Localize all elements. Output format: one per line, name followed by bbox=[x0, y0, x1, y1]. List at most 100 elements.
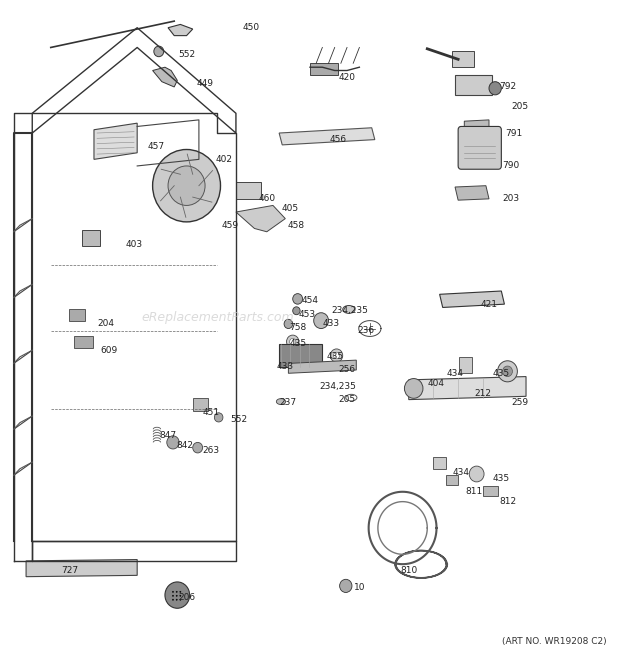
Text: 237: 237 bbox=[280, 399, 297, 407]
Polygon shape bbox=[26, 560, 137, 576]
Circle shape bbox=[180, 595, 181, 596]
Bar bbox=[455, 75, 492, 95]
Text: 205: 205 bbox=[512, 102, 528, 111]
Circle shape bbox=[469, 466, 484, 482]
Text: 810: 810 bbox=[400, 566, 417, 575]
Circle shape bbox=[176, 599, 177, 600]
Text: 454: 454 bbox=[301, 296, 319, 305]
FancyBboxPatch shape bbox=[458, 126, 502, 169]
Bar bbox=[433, 457, 446, 469]
Text: 449: 449 bbox=[197, 79, 213, 88]
Text: 758: 758 bbox=[289, 323, 306, 332]
Circle shape bbox=[286, 335, 299, 348]
Circle shape bbox=[489, 82, 502, 95]
Ellipse shape bbox=[343, 305, 355, 313]
Circle shape bbox=[172, 591, 174, 592]
Circle shape bbox=[172, 599, 174, 600]
Bar bbox=[236, 182, 260, 199]
Text: 453: 453 bbox=[299, 309, 316, 319]
Circle shape bbox=[165, 582, 190, 608]
Text: 421: 421 bbox=[480, 299, 497, 309]
Text: 460: 460 bbox=[259, 194, 275, 204]
Circle shape bbox=[503, 366, 513, 377]
Text: 435: 435 bbox=[289, 339, 306, 348]
Polygon shape bbox=[440, 291, 505, 307]
Circle shape bbox=[154, 46, 164, 57]
Text: 847: 847 bbox=[159, 432, 177, 440]
Circle shape bbox=[215, 412, 223, 422]
Polygon shape bbox=[94, 123, 137, 159]
Circle shape bbox=[168, 166, 205, 206]
Text: 459: 459 bbox=[221, 221, 238, 229]
Bar bbox=[279, 344, 322, 367]
Text: 451: 451 bbox=[203, 408, 220, 417]
Text: 450: 450 bbox=[243, 23, 260, 32]
Text: 403: 403 bbox=[125, 241, 143, 249]
Circle shape bbox=[153, 149, 221, 222]
Circle shape bbox=[172, 595, 174, 596]
Text: 435: 435 bbox=[493, 369, 510, 378]
Text: 234,235: 234,235 bbox=[332, 306, 368, 315]
Text: 458: 458 bbox=[288, 221, 305, 229]
Polygon shape bbox=[153, 67, 177, 87]
Circle shape bbox=[176, 591, 177, 592]
Bar bbox=[446, 475, 458, 485]
Text: 420: 420 bbox=[339, 73, 355, 81]
Text: 236: 236 bbox=[357, 326, 374, 335]
Text: 433: 433 bbox=[323, 319, 340, 329]
Text: 402: 402 bbox=[215, 155, 232, 164]
Text: 263: 263 bbox=[203, 446, 220, 455]
Text: 457: 457 bbox=[147, 141, 164, 151]
Polygon shape bbox=[464, 120, 489, 129]
Text: 405: 405 bbox=[281, 204, 299, 214]
Text: 811: 811 bbox=[465, 487, 482, 496]
Bar bbox=[82, 230, 100, 247]
Text: 256: 256 bbox=[339, 366, 356, 375]
Polygon shape bbox=[288, 360, 356, 373]
Circle shape bbox=[330, 349, 343, 362]
Ellipse shape bbox=[346, 395, 357, 401]
Circle shape bbox=[293, 293, 303, 304]
Circle shape bbox=[180, 591, 181, 592]
Text: eReplacementParts.com: eReplacementParts.com bbox=[141, 311, 294, 324]
Polygon shape bbox=[279, 128, 375, 145]
Circle shape bbox=[314, 313, 329, 329]
Circle shape bbox=[193, 442, 203, 453]
Text: 456: 456 bbox=[329, 135, 347, 144]
Circle shape bbox=[290, 338, 296, 345]
Circle shape bbox=[176, 595, 177, 596]
Text: 791: 791 bbox=[505, 128, 522, 137]
Circle shape bbox=[340, 579, 352, 592]
Text: 609: 609 bbox=[101, 346, 118, 355]
Text: (ART NO. WR19208 C2): (ART NO. WR19208 C2) bbox=[502, 637, 606, 646]
Bar bbox=[452, 51, 474, 67]
Ellipse shape bbox=[277, 399, 286, 405]
Polygon shape bbox=[409, 377, 526, 400]
Circle shape bbox=[293, 307, 300, 315]
Text: 203: 203 bbox=[502, 194, 519, 204]
Circle shape bbox=[284, 319, 293, 329]
Text: 435: 435 bbox=[326, 352, 343, 362]
Text: 205: 205 bbox=[339, 395, 356, 404]
Bar bbox=[69, 309, 85, 321]
Polygon shape bbox=[455, 186, 489, 200]
Text: 842: 842 bbox=[177, 441, 194, 450]
Text: 404: 404 bbox=[428, 379, 445, 387]
Text: 727: 727 bbox=[61, 566, 78, 575]
Text: 234,235: 234,235 bbox=[319, 382, 356, 391]
Circle shape bbox=[180, 599, 181, 600]
Bar bbox=[74, 336, 93, 348]
Text: 10: 10 bbox=[353, 583, 365, 592]
Circle shape bbox=[334, 352, 340, 359]
Text: 790: 790 bbox=[502, 161, 519, 171]
Polygon shape bbox=[236, 206, 285, 232]
Text: 552: 552 bbox=[178, 50, 195, 59]
Text: 552: 552 bbox=[231, 415, 247, 424]
Bar bbox=[310, 63, 338, 75]
Text: 434: 434 bbox=[453, 467, 470, 477]
Text: 434: 434 bbox=[446, 369, 464, 378]
Text: 259: 259 bbox=[512, 399, 528, 407]
Circle shape bbox=[498, 361, 517, 382]
Bar bbox=[483, 486, 498, 496]
Bar bbox=[459, 357, 472, 373]
